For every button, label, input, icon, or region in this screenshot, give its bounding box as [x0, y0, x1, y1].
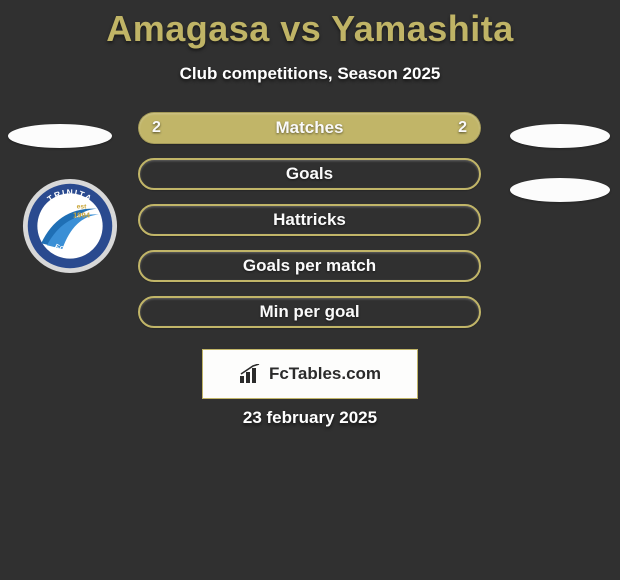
bar-row-hattricks: Hattricks	[0, 204, 620, 250]
page-title: Amagasa vs Yamashita	[0, 0, 620, 50]
bar-goals: Goals	[138, 158, 481, 190]
subtitle: Club competitions, Season 2025	[0, 64, 620, 84]
bar-hattricks: Hattricks	[138, 204, 481, 236]
bar-label: Min per goal	[259, 302, 359, 322]
bar-matches: Matches	[138, 112, 481, 144]
bar-label: Matches	[275, 118, 343, 138]
bar-value-right: 2	[458, 119, 467, 137]
bar-min-per-goal: Min per goal	[138, 296, 481, 328]
date-text: 23 february 2025	[0, 408, 620, 428]
bar-row-goals-per-match: Goals per match	[0, 250, 620, 296]
footer-brand-box: FcTables.com	[202, 349, 418, 399]
bar-value-left: 2	[152, 119, 161, 137]
bar-row-matches: Matches 2 2	[0, 112, 620, 158]
bar-goals-per-match: Goals per match	[138, 250, 481, 282]
chart-icon	[239, 364, 263, 384]
stats-bars: Matches 2 2 Goals Hattricks Goals per ma…	[0, 112, 620, 342]
footer-brand-text: FcTables.com	[269, 364, 381, 384]
bar-row-goals: Goals	[0, 158, 620, 204]
bar-row-min-per-goal: Min per goal	[0, 296, 620, 342]
bar-label: Hattricks	[273, 210, 346, 230]
bar-label: Goals per match	[243, 256, 376, 276]
bar-label: Goals	[286, 164, 333, 184]
